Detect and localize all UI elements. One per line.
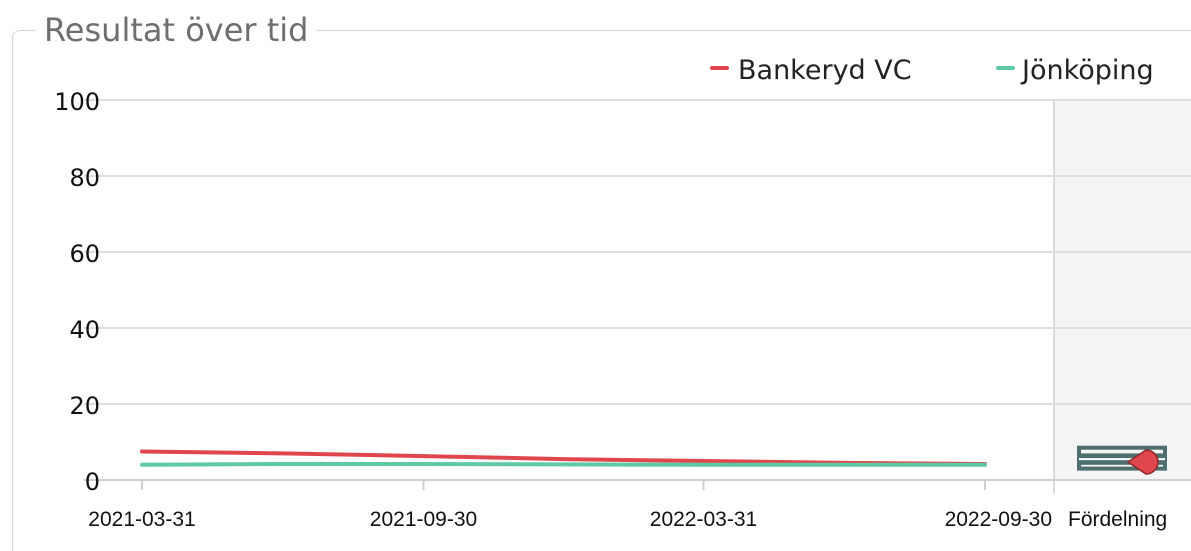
distribution-marker: Fördelning	[1068, 445, 1167, 531]
series-line	[140, 462, 987, 467]
x-tick-label: 2022-03-31	[650, 508, 757, 531]
y-tick-label: 80	[69, 164, 100, 192]
chart-title: Resultat över tid	[36, 10, 317, 50]
y-tick-label: 40	[69, 316, 100, 344]
x-tick-label: 2021-03-31	[88, 508, 195, 531]
y-tick-label: 100	[54, 88, 100, 116]
legend: Bankeryd VC Jönköping	[710, 55, 1154, 86]
distribution-background	[1054, 100, 1191, 480]
y-tick-label: 0	[85, 468, 100, 496]
legend-label: Jönköping	[1020, 55, 1154, 86]
x-tick-label: 2021-09-30	[370, 508, 477, 531]
y-tick-label: 20	[69, 392, 100, 420]
grid-lines	[84, 99, 1191, 481]
distribution-label: Fördelning	[1068, 508, 1167, 531]
legend-label: Bankeryd VC	[738, 55, 912, 86]
series-lines	[140, 449, 987, 467]
chart-panel	[12, 30, 1191, 551]
x-tick-label: 2022-09-30	[945, 508, 1052, 531]
y-tick-label: 60	[69, 240, 100, 268]
distribution-value-marker	[1126, 449, 1159, 475]
x-axis-ticks: 2021-03-31 2021-09-30 2022-03-31 2022-09-30	[88, 480, 1052, 531]
y-axis-ticks: 0 20 40 60 80 100	[54, 88, 100, 496]
